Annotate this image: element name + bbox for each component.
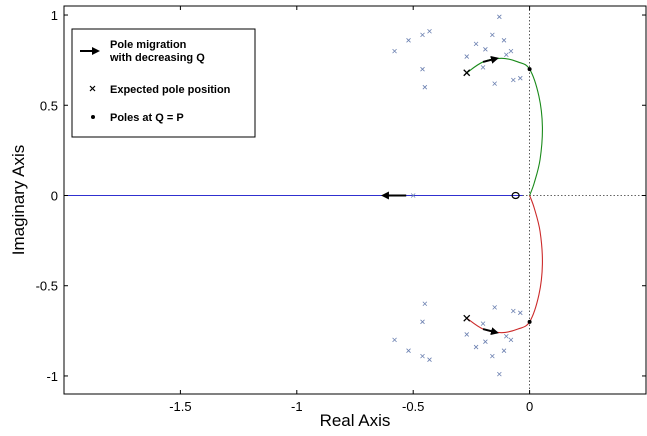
expected-pole-marker	[422, 84, 428, 90]
legend-dot-icon	[91, 115, 95, 119]
legend-box	[71, 28, 256, 138]
expected-pole-marker	[392, 48, 397, 54]
expected-pole-marker	[427, 28, 432, 34]
pole-at-q-eq-p-marker	[527, 67, 532, 72]
legend-label-migration: with decreasing Q	[109, 52, 205, 64]
expected-pole-marker	[420, 353, 425, 359]
expected-pole-marker	[518, 75, 523, 81]
expected-pole-marker	[492, 81, 497, 86]
expected-pole-marker	[410, 193, 416, 198]
expected-pole-marker	[464, 54, 470, 59]
expected-pole-marker	[504, 333, 509, 339]
expected-pole-marker	[492, 305, 497, 310]
pole-migration-arrow	[482, 327, 499, 336]
expected-pole-marker	[473, 344, 479, 350]
legend-x-icon	[89, 85, 96, 92]
x-tick-label: 0	[526, 399, 533, 414]
expected-pole-marker	[420, 319, 425, 325]
pole-at-q-eq-p-marker	[527, 319, 532, 324]
expected-pole-marker	[501, 348, 507, 353]
expected-pole-marker	[511, 308, 516, 314]
expected-pole-marker	[508, 48, 514, 54]
start-pole-marker	[463, 69, 471, 77]
y-tick-label: -1	[46, 369, 58, 384]
expected-pole-marker	[480, 321, 486, 326]
expected-pole-marker	[483, 47, 488, 52]
expected-pole-marker	[392, 337, 397, 343]
expected-pole-marker	[497, 14, 502, 20]
x-axis-label: Real Axis	[320, 411, 391, 430]
expected-pole-marker	[422, 301, 428, 307]
expected-pole-marker	[427, 357, 432, 362]
zero-marker	[511, 191, 520, 200]
expected-pole-marker	[497, 371, 502, 377]
expected-pole-marker	[483, 339, 488, 344]
expected-pole-marker	[511, 77, 516, 83]
legend-label-migration: Pole migration	[110, 39, 187, 51]
y-tick-label: 0	[51, 188, 58, 203]
start-pole-marker	[463, 314, 471, 322]
legend-label-poles: Poles at Q = P	[110, 112, 184, 124]
expected-pole-marker	[420, 66, 425, 72]
markers-group	[463, 69, 520, 322]
x-tick-label: -0.5	[402, 399, 424, 414]
y-tick-label: 1	[51, 8, 58, 23]
expected-pole-marker	[490, 32, 495, 38]
expected-pole-marker	[504, 52, 509, 58]
x-tick-label: -1.5	[169, 399, 191, 414]
expected-pole-marker	[480, 65, 486, 70]
expected-pole-marker	[501, 38, 507, 43]
ticks-group: -1.5 -1 -0.5 0 1 0.5 0 -0.5 -1	[36, 6, 646, 414]
expected-pole-marker	[464, 332, 470, 337]
y-axis-label: Imaginary Axis	[9, 145, 28, 256]
expected-pole-marker	[490, 353, 495, 359]
arrows-group	[380, 55, 499, 336]
y-tick-label: -0.5	[36, 279, 58, 294]
expected-pole-marker	[420, 32, 425, 38]
expected-pole-marker	[518, 310, 523, 316]
expected-pole-marker	[508, 337, 514, 343]
x-tick-label: -1	[291, 399, 303, 414]
pole-migration-arrow	[482, 55, 499, 64]
expected-pole-marker	[473, 41, 479, 47]
expected-pole-marker	[406, 348, 411, 353]
y-tick-label: 0.5	[40, 98, 58, 113]
expected-pole-marker	[406, 38, 411, 43]
legend-label-expected: Expected pole position	[110, 84, 231, 96]
